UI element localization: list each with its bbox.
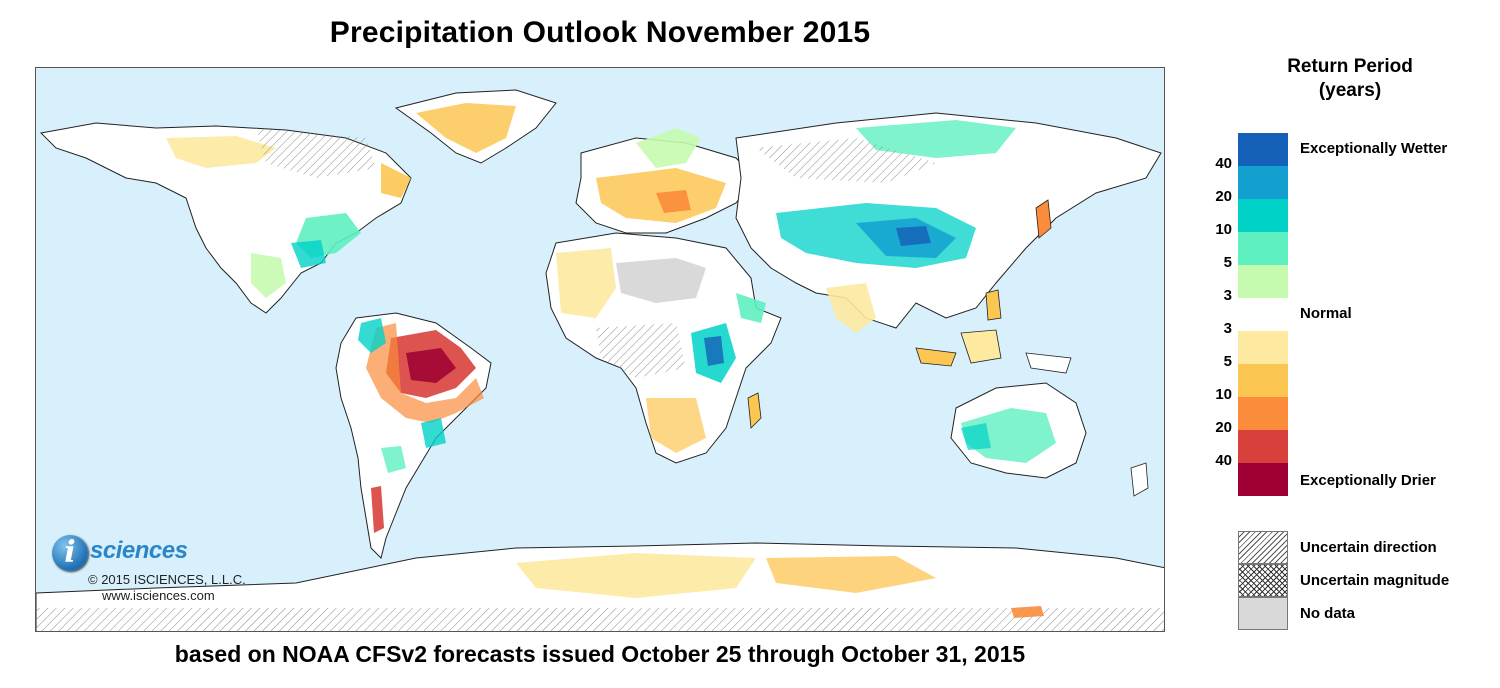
legend-swatch	[1238, 265, 1288, 298]
legend-tick: 10	[1215, 221, 1232, 238]
copyright-text: © 2015 ISCIENCES, L.L.C.	[88, 572, 246, 587]
antarctica-dry-spot	[1011, 606, 1044, 618]
greenland-dry-area	[416, 103, 516, 153]
legend-swatch	[1238, 232, 1288, 265]
legend-swatch	[1238, 133, 1288, 166]
world-precipitation-map: i sciences © 2015 ISCIENCES, L.L.C. www.…	[35, 67, 1165, 632]
new-zealand	[1130, 462, 1149, 497]
scandinavia	[636, 128, 701, 168]
legend-title-line2: (years)	[1318, 80, 1382, 101]
asia-india-dry	[826, 283, 876, 333]
legend-swatch	[1238, 298, 1288, 331]
sa-colombia-wet	[358, 318, 386, 353]
uncertain-direction-swatch	[1238, 531, 1288, 564]
asia-tibet-wet	[896, 226, 931, 246]
legend-swatch	[1238, 364, 1288, 397]
japan	[1035, 199, 1052, 239]
na-north-dry	[166, 136, 276, 168]
africa-north-dry	[556, 248, 616, 318]
new-guinea	[1025, 352, 1072, 374]
indonesia-2	[960, 329, 1002, 364]
sa-brazil-dry	[366, 323, 484, 423]
isciences-logo: i sciences © 2015 ISCIENCES, L.L.C. www.…	[52, 535, 302, 605]
antarctica-dry-2	[766, 556, 936, 593]
indonesia-1	[915, 347, 957, 367]
no-data-swatch	[1238, 597, 1288, 630]
logo-globe-icon	[52, 535, 88, 571]
na-quebec-dry	[381, 163, 411, 198]
legend-swatch	[1238, 397, 1288, 430]
na-hatch	[256, 128, 376, 178]
legend-title: Return Period (years)	[1240, 55, 1460, 103]
africa-hatch	[596, 323, 686, 378]
antarctica-hatch	[36, 608, 1164, 631]
legend-tick: 3	[1223, 287, 1232, 304]
legend-no-data: No data	[1300, 605, 1356, 622]
sa-paraguay-wet	[421, 418, 446, 448]
website-text: www.isciences.com	[102, 588, 215, 603]
sa-argentina-wet	[381, 446, 406, 473]
legend-tick: 40	[1215, 155, 1232, 172]
madagascar	[747, 392, 762, 429]
legend-label-wet: Exceptionally Wetter	[1300, 140, 1448, 157]
sa-chile-dry	[371, 486, 384, 533]
uncertain-magnitude-swatch	[1238, 564, 1288, 597]
europe-central-dry	[656, 190, 691, 213]
legend-swatch	[1238, 166, 1288, 199]
legend-label-dry: Exceptionally Drier	[1300, 472, 1436, 489]
legend-tick: 5	[1223, 254, 1232, 271]
australia-wet	[961, 408, 1056, 463]
legend-uncertain-direction: Uncertain direction	[1300, 539, 1437, 556]
legend-tick: 40	[1215, 452, 1232, 469]
map-subtitle: based on NOAA CFSv2 forecasts issued Oct…	[174, 641, 1026, 667]
africa-sahara-nodata	[616, 258, 706, 303]
legend-title-line1: Return Period	[1287, 56, 1413, 77]
legend-tick: 3	[1223, 320, 1232, 337]
australia-west-wet	[961, 423, 991, 450]
legend-swatch	[1238, 199, 1288, 232]
legend-uncertain-magnitude: Uncertain magnitude	[1300, 572, 1450, 589]
legend-tick: 10	[1215, 386, 1232, 403]
legend-tick: 20	[1215, 419, 1232, 436]
legend-swatch	[1238, 430, 1288, 463]
asia-north-hatch	[756, 138, 936, 183]
philippines	[985, 289, 1002, 321]
legend-tick: 20	[1215, 188, 1232, 205]
legend-swatch	[1238, 331, 1288, 364]
sa-amazon-dry-extreme	[406, 348, 456, 383]
africa-south-dry	[646, 398, 706, 453]
asia-north-wet	[856, 120, 1016, 158]
legend-swatch	[1238, 463, 1288, 496]
legend-label-normal: Normal	[1300, 305, 1352, 322]
logo-letter: i	[64, 535, 76, 570]
na-southeast-wet	[291, 240, 326, 268]
antarctica-dry	[516, 553, 756, 598]
map-title: Precipitation Outlook November 2015	[329, 16, 871, 49]
logo-wordmark: sciences	[90, 537, 188, 564]
legend-tick: 5	[1223, 353, 1232, 370]
map-svg	[36, 89, 1164, 631]
africa-east-wet-strong	[704, 336, 724, 366]
africa-horn-wet	[736, 293, 766, 323]
na-mexico-wet	[251, 253, 286, 298]
